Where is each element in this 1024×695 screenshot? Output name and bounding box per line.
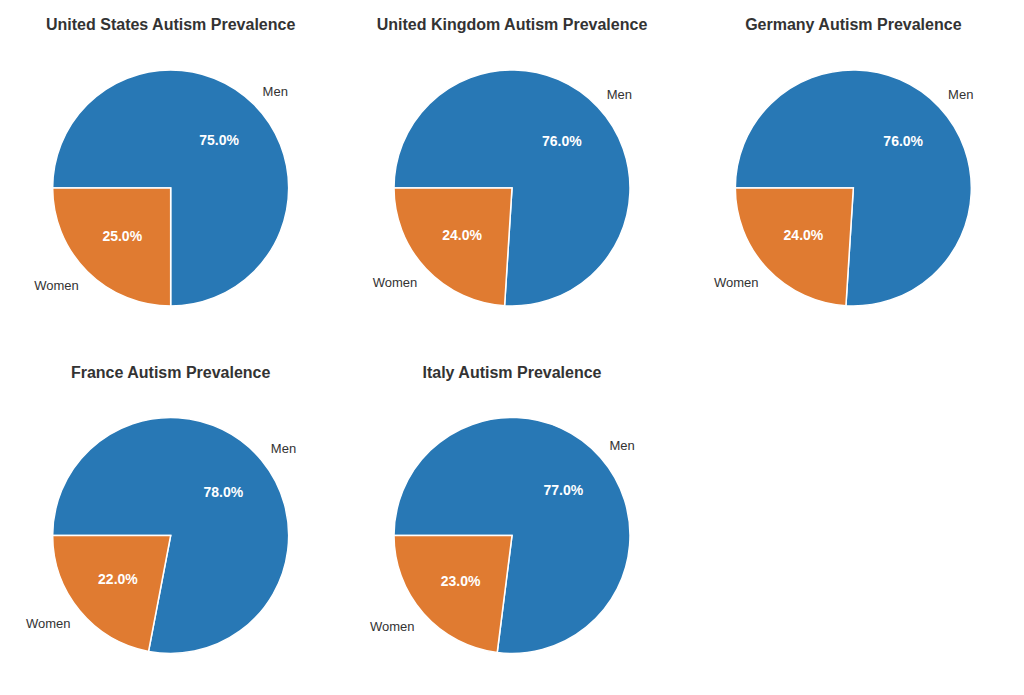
chart-title: France Autism Prevalence — [71, 364, 271, 381]
data-label: 76.0% — [883, 133, 923, 149]
pie-slice — [394, 418, 630, 654]
data-label: 77.0% — [543, 482, 583, 498]
category-label: Men — [263, 84, 288, 99]
data-label: 23.0% — [441, 573, 481, 589]
pie-slice — [394, 536, 512, 653]
category-label: Women — [373, 275, 418, 290]
pie-slice — [53, 536, 171, 652]
data-label: 78.0% — [204, 484, 244, 500]
pie-chart: United States Autism Prevalence 75.0% Men 2… — [34, 16, 295, 306]
data-label: 25.0% — [102, 228, 142, 244]
pie-slice — [53, 70, 289, 306]
category-label: Men — [610, 438, 635, 453]
category-label: Women — [26, 616, 71, 631]
pie-slice — [53, 417, 289, 653]
pie-slice — [394, 70, 630, 306]
pie-chart: France Autism Prevalence 78.0% Men 22.0% Wom… — [26, 364, 296, 654]
category-label: Women — [370, 619, 415, 634]
pie-chart: United Kingdom Autism Prevalence 76.0% Men… — [373, 16, 648, 306]
category-label: Men — [948, 87, 973, 102]
pie-chart: Italy Autism Prevalence 77.0% Men 23.0% Wome… — [370, 364, 635, 654]
figure: United States Autism Prevalence 75.0% Men 2… — [0, 0, 1024, 695]
category-label: Men — [271, 441, 296, 456]
data-label: 75.0% — [199, 132, 239, 148]
category-label: Men — [607, 87, 632, 102]
category-label: Women — [714, 275, 759, 290]
chart-title: Italy Autism Prevalence — [422, 364, 601, 381]
pie-chart: Germany Autism Prevalence 76.0% Men 24.0% Wo… — [714, 16, 973, 306]
pie-slice — [735, 70, 971, 306]
chart-title: United Kingdom Autism Prevalence — [377, 16, 648, 33]
chart-title: Germany Autism Prevalence — [745, 16, 962, 33]
category-label: Women — [34, 278, 79, 293]
data-label: 24.0% — [442, 227, 482, 243]
chart-title: United States Autism Prevalence — [46, 16, 295, 33]
data-label: 22.0% — [98, 571, 138, 587]
data-label: 76.0% — [542, 133, 582, 149]
data-label: 24.0% — [784, 227, 824, 243]
